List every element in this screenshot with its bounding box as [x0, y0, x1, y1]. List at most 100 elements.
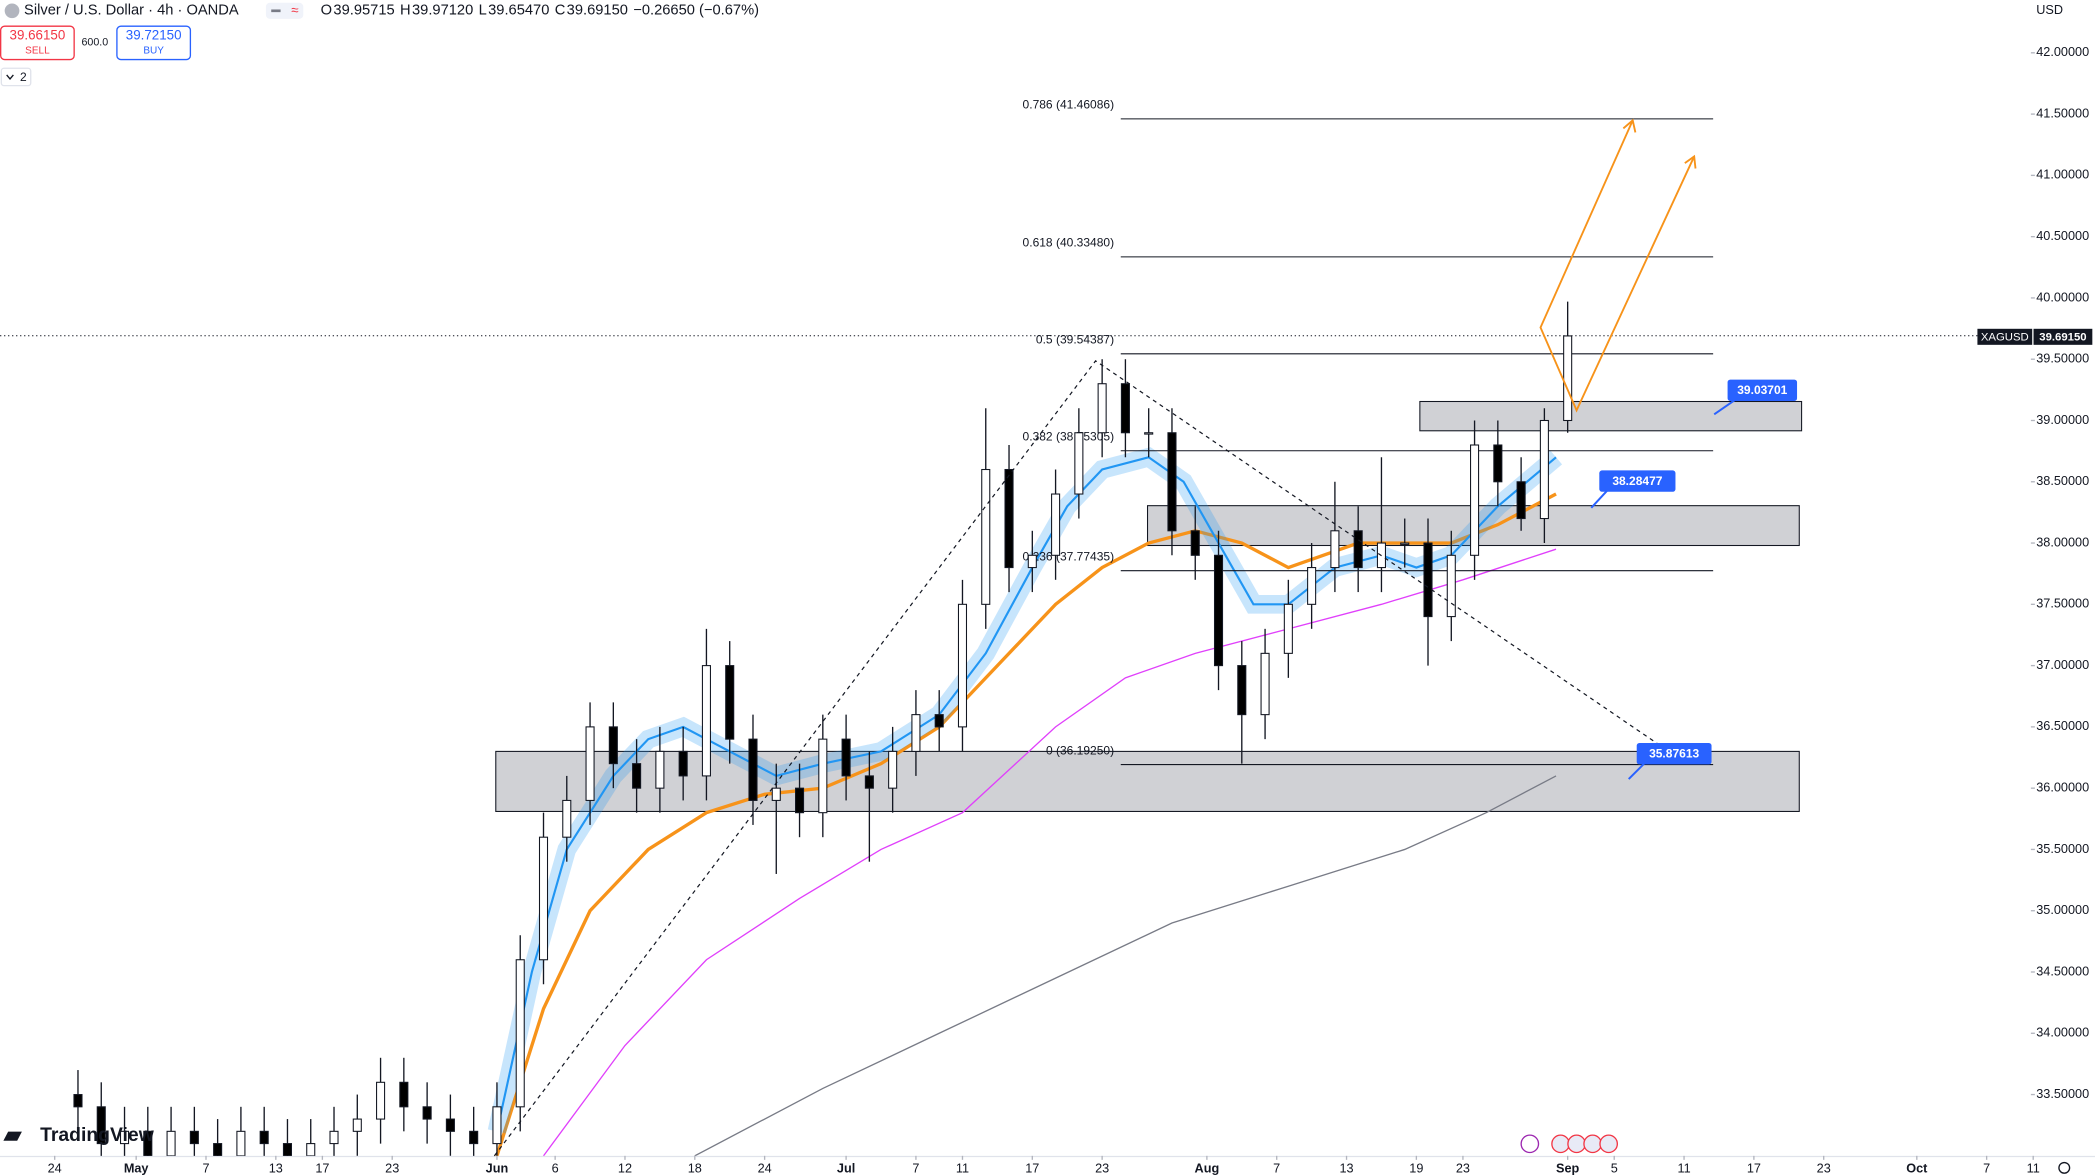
- x-tick-label: 24: [758, 1162, 772, 1176]
- ohlc-letter: C: [555, 3, 566, 19]
- x-tick-label: 17: [1747, 1162, 1761, 1176]
- fib-label: 0.5 (39.54387): [1036, 333, 1114, 347]
- candle-body: [492, 1106, 502, 1145]
- candle-body: [119, 1130, 130, 1145]
- candle-body: [864, 775, 874, 789]
- y-tick-label: 41.50000: [2036, 106, 2089, 120]
- ohlc-value: 39.65470: [488, 3, 549, 19]
- candle-body: [1144, 432, 1154, 435]
- y-tick-label: 37.00000: [2036, 658, 2089, 672]
- x-tick-label: 19: [1409, 1162, 1423, 1176]
- candle-body: [1400, 542, 1410, 545]
- x-tick-label: Oct: [1906, 1162, 1928, 1176]
- chevron: [6, 74, 14, 80]
- sell-price: 39.66150: [10, 28, 66, 43]
- price-tag: [1599, 470, 1676, 492]
- event-icon[interactable]: [1583, 1134, 1602, 1154]
- y-tick-label: 41.00000: [2036, 168, 2089, 182]
- candle-body: [1260, 652, 1270, 716]
- candle-body: [655, 750, 665, 789]
- fib-label: 0.236 (37.77435): [1023, 550, 1115, 564]
- price-tag: [1636, 742, 1712, 765]
- logo-mark: ▰: [3, 1121, 23, 1147]
- candle-body: [1307, 567, 1317, 605]
- x-tick-label: 11: [2027, 1162, 2040, 1176]
- event-icon[interactable]: [1599, 1134, 1619, 1154]
- candle-body: [1423, 542, 1433, 618]
- ticker: XAGUSD: [1981, 331, 2029, 343]
- candle-body: [445, 1118, 455, 1132]
- indicator-line: [694, 775, 1557, 1156]
- ticker-tag: [1977, 328, 2033, 345]
- sell-label: SELL: [25, 46, 50, 57]
- candle-body: [678, 750, 688, 777]
- x-tick-label: 24: [48, 1162, 62, 1176]
- drawings: [493, 118, 1697, 1157]
- ohlc-value: 39.69150: [567, 3, 628, 19]
- price-tag: [1727, 379, 1798, 401]
- candle-body: [562, 799, 572, 838]
- candle-body: [259, 1130, 269, 1145]
- currency[interactable]: USD: [2036, 3, 2063, 17]
- candle-body: [306, 1143, 316, 1156]
- badge-icon: ≈: [291, 2, 298, 17]
- x-tick-label: 6: [552, 1162, 559, 1176]
- x-tick-label: 23: [385, 1162, 399, 1176]
- sell-button[interactable]: [0, 25, 75, 61]
- candle-body: [1120, 383, 1130, 434]
- x-tick-label: 7: [1273, 1162, 1280, 1176]
- plot-area: 0.786 (41.46086) 0.618 (40.33480) 0.5 (39.…: [0, 98, 2031, 1156]
- buy-button[interactable]: [116, 25, 192, 61]
- indicators-toggle[interactable]: [0, 67, 32, 87]
- candle-body: [166, 1130, 176, 1156]
- y-tick-label: 39.00000: [2036, 413, 2089, 427]
- branding: TradingView: [40, 1124, 155, 1146]
- price-tag-label: 38.28477: [1612, 474, 1662, 488]
- candle-body: [701, 665, 711, 777]
- candle-body: [818, 738, 828, 814]
- event-icon[interactable]: [1567, 1134, 1586, 1154]
- candle-body: [748, 738, 758, 801]
- y-tick-label: 35.50000: [2036, 842, 2089, 856]
- event-icon[interactable]: [1551, 1134, 1570, 1154]
- candle-body: [399, 1081, 409, 1108]
- x-tick-label: 5: [1611, 1162, 1618, 1176]
- candle-body: [1097, 383, 1107, 434]
- zone: [1419, 400, 1803, 432]
- x-tick-label: Aug: [1195, 1162, 1220, 1176]
- y-tick-label: 40.50000: [2036, 229, 2089, 243]
- fib-label: 0.786 (41.46086): [1023, 98, 1115, 112]
- candle-body: [1470, 444, 1480, 556]
- x-tick-label: Jul: [837, 1162, 855, 1176]
- x-tick-label: 13: [1339, 1162, 1353, 1176]
- arrow-head: [1684, 154, 1697, 169]
- candle-body: [376, 1081, 386, 1120]
- zone: [495, 750, 1800, 812]
- candle-body: [585, 726, 595, 801]
- event-icon[interactable]: [1520, 1134, 1540, 1154]
- x-tick-label: 7: [912, 1162, 919, 1176]
- symbol-icon: [4, 3, 20, 19]
- candle-body: [1563, 335, 1573, 422]
- y-tick-label: 37.50000: [2036, 597, 2089, 611]
- ohlc-values: O 39.95715 H 39.97120 L 39.65470 C 39.69150 −0.2…: [321, 3, 759, 19]
- indicators-count: 2: [20, 70, 27, 84]
- ohlc-value: 39.95715: [333, 3, 394, 19]
- y-tick-label: 35.00000: [2036, 903, 2089, 917]
- candle-body: [73, 1094, 83, 1108]
- settings-icon[interactable]: [2058, 1161, 2071, 1174]
- candle-body: [841, 738, 851, 777]
- x-tick-label: 13: [269, 1162, 283, 1176]
- candle-body: [1074, 432, 1084, 495]
- x-tick-label: 17: [315, 1162, 329, 1176]
- candle-body: [1283, 603, 1293, 654]
- candle-body: [1213, 554, 1224, 667]
- ohlc-value: 39.97120: [412, 3, 473, 19]
- candle-body: [1330, 530, 1340, 569]
- indicator-line: [495, 456, 1557, 1132]
- candle-body: [422, 1106, 432, 1120]
- candle-body: [725, 665, 735, 740]
